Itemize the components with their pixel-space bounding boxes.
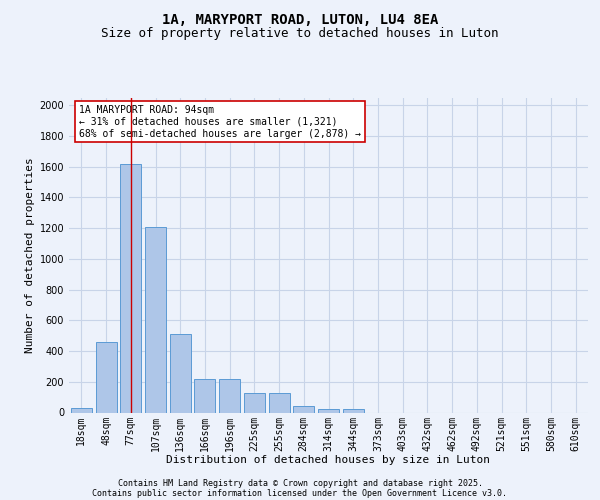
Bar [293,406,314,412]
Bar [343,410,364,412]
Bar [194,380,215,412]
Bar [219,380,240,412]
Bar [244,394,265,412]
Y-axis label: Number of detached properties: Number of detached properties [25,157,35,353]
Text: Contains public sector information licensed under the Open Government Licence v3: Contains public sector information licen… [92,488,508,498]
Bar [145,226,166,412]
Bar [269,394,290,412]
Text: 1A, MARYPORT ROAD, LUTON, LU4 8EA: 1A, MARYPORT ROAD, LUTON, LU4 8EA [162,12,438,26]
Bar [120,164,141,412]
Text: Contains HM Land Registry data © Crown copyright and database right 2025.: Contains HM Land Registry data © Crown c… [118,478,482,488]
Bar [71,408,92,412]
Text: Size of property relative to detached houses in Luton: Size of property relative to detached ho… [101,28,499,40]
Text: 1A MARYPORT ROAD: 94sqm
← 31% of detached houses are smaller (1,321)
68% of semi: 1A MARYPORT ROAD: 94sqm ← 31% of detache… [79,106,361,138]
X-axis label: Distribution of detached houses by size in Luton: Distribution of detached houses by size … [167,454,491,464]
Bar [95,342,116,412]
Bar [318,408,339,412]
Bar [170,334,191,412]
